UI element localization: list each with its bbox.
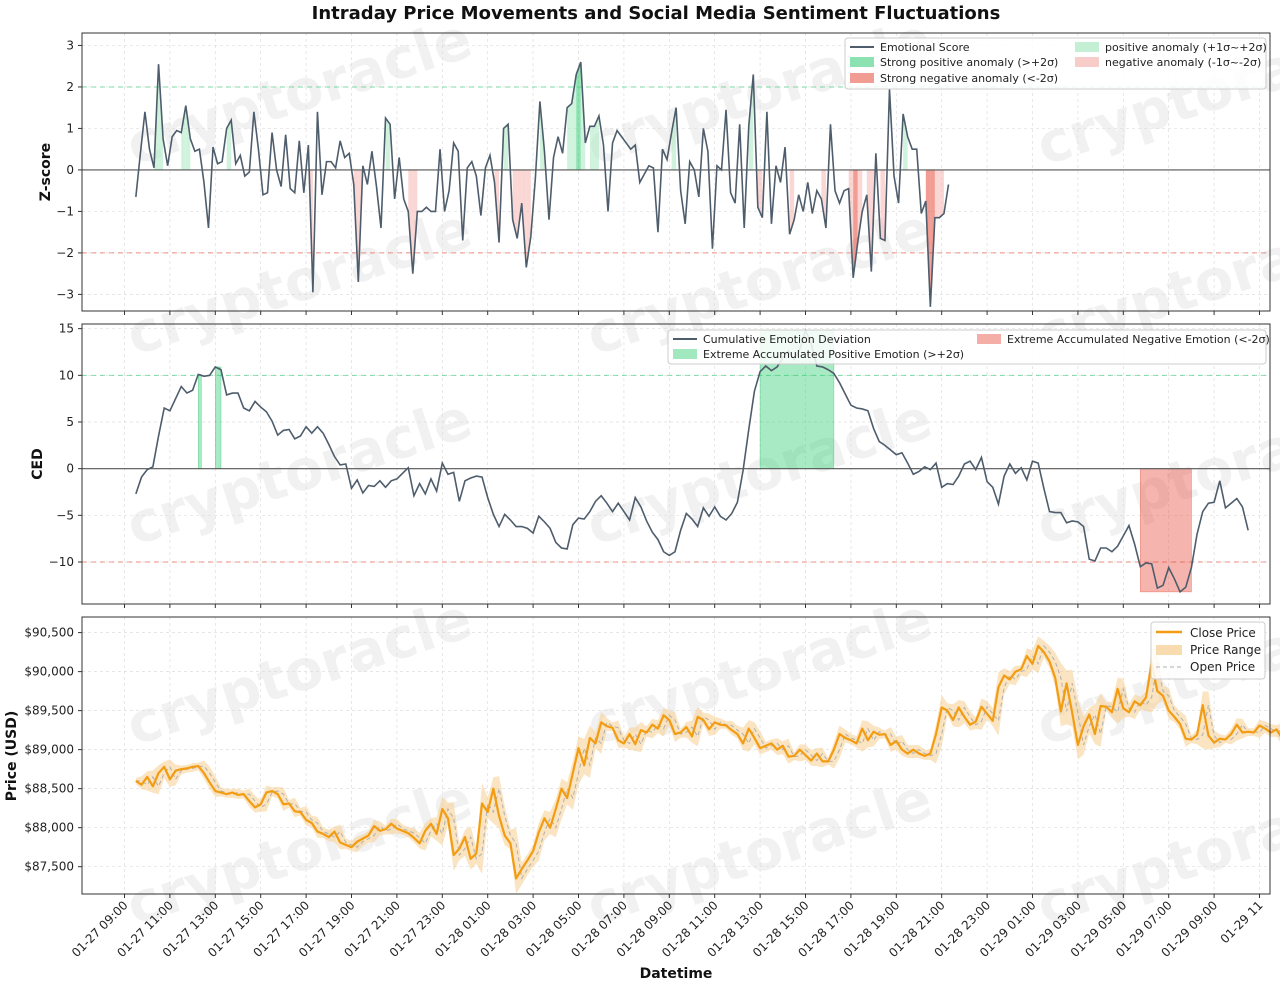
legend-open: Open Price: [1190, 660, 1255, 674]
y-tick-label: 15: [59, 322, 74, 336]
y-tick-label: −3: [56, 287, 74, 301]
legend-swatch-weak-negative: [1075, 57, 1099, 67]
ced-reference-lines: [82, 374, 1270, 563]
ced-legend: Cumulative Emotion Deviation Extreme Acc…: [667, 329, 1270, 365]
negative-anomaly: [517, 169, 522, 239]
positive-anomaly: [503, 124, 509, 170]
y-tick-label: 2: [66, 80, 74, 94]
zscore-plot-frame: [81, 32, 1271, 312]
y-tick-label: $87,500: [24, 860, 74, 874]
y-tick-label: $88,000: [24, 821, 74, 835]
y-tick-label: $88,500: [24, 782, 74, 796]
y-tick-label: $89,500: [24, 704, 74, 718]
y-tick-label: $90,000: [24, 665, 74, 679]
y-tick-label: $90,500: [24, 626, 74, 640]
ced-line: [135, 328, 1249, 594]
zscore-y-axis: −3 −2 −1 0 1 2 3: [56, 38, 82, 301]
price-plot-frame: [81, 616, 1271, 895]
y-tick-label: 3: [66, 38, 74, 52]
legend-swatch-weak-positive: [1075, 42, 1099, 52]
y-tick-label: 0: [66, 163, 74, 177]
zscore-series: [135, 61, 950, 307]
price-panel: $87,500 $88,000 $88,500 $89,000 $89,500 $90,0…: [4, 616, 1280, 895]
y-tick-label: 0: [66, 462, 74, 476]
price-range-band: [135, 636, 1280, 894]
y-tick-label: −10: [49, 555, 74, 569]
negative-anomaly: [880, 169, 885, 241]
extreme-negative-area: [1140, 468, 1192, 593]
negative-anomaly: [857, 169, 863, 243]
price-y-axis: $87,500 $88,000 $88,500 $89,000 $89,500 $90,0…: [24, 626, 82, 874]
chart-title: Intraday Price Movements and Social Medi…: [312, 3, 1001, 24]
ced-plot-frame: [81, 323, 1271, 605]
legend-strong-positive: Strong positive anomaly (>+2σ): [880, 56, 1058, 69]
positive-anomaly: [226, 120, 232, 170]
price-ylabel: Price (USD): [4, 711, 20, 802]
positive-anomaly: [181, 105, 186, 170]
legend-extreme-negative: Extreme Accumulated Negative Emotion (<-…: [1007, 333, 1270, 346]
legend-close: Close Price: [1190, 626, 1256, 640]
extreme-positive-area: [197, 374, 202, 469]
legend-weak-negative: negative anomaly (-1σ~-2σ): [1105, 56, 1261, 69]
positive-anomaly: [903, 113, 908, 170]
legend-extreme-positive: Extreme Accumulated Positive Emotion (>+…: [703, 348, 964, 361]
y-tick-label: −2: [56, 246, 74, 260]
legend-range: Price Range: [1190, 643, 1261, 657]
legend-swatch-extreme-positive: [673, 349, 697, 359]
legend-emotional-score: Emotional Score: [880, 41, 970, 54]
positive-anomaly: [748, 74, 754, 170]
positive-anomaly: [589, 126, 595, 170]
ced-series: [135, 328, 1249, 594]
negative-anomaly: [821, 169, 826, 229]
negative-anomaly: [939, 169, 944, 218]
ced-y-axis: −10 −5 0 5 10 15: [49, 322, 82, 569]
zscore-anomaly-fills: [154, 62, 944, 307]
price-range-area: [135, 636, 1280, 894]
ced-panel: −10 −5 0 5 10 15 CED Cumulative Emotion Devia…: [30, 322, 1271, 605]
legend-swatch-strong-negative: [850, 73, 874, 83]
legend-swatch-range: [1156, 645, 1182, 655]
positive-anomaly: [385, 118, 391, 170]
y-tick-label: −1: [56, 204, 74, 218]
positive-anomaly: [567, 103, 572, 170]
y-tick-label: −5: [56, 508, 74, 522]
negative-anomaly: [789, 169, 795, 235]
legend-swatch-extreme-negative: [977, 334, 1001, 344]
positive-anomaly: [594, 115, 599, 170]
ced-ylabel: CED: [30, 448, 46, 479]
price-gridlines: [82, 617, 1270, 894]
close-price-line: [135, 644, 1280, 880]
y-tick-label: 1: [66, 121, 74, 135]
emotional-score-line: [135, 61, 950, 307]
legend-swatch-strong-positive: [850, 57, 874, 67]
legend-weak-positive: positive anomaly (+1σ~+2σ): [1105, 41, 1267, 54]
negative-anomaly: [934, 169, 940, 218]
price-legend: Close Price Price Range Open Price: [1150, 621, 1266, 680]
y-tick-label: 10: [59, 368, 74, 382]
open-price-line: [135, 644, 1280, 880]
zscore-legend: Emotional Score Strong positive anomaly …: [844, 37, 1267, 90]
positive-anomaly: [671, 107, 677, 170]
y-tick-label: 5: [66, 415, 74, 429]
negative-anomaly: [757, 169, 763, 218]
zscore-panel: −3 −2 −1 0 1 2 3 Z-score Emotional Score Stron…: [38, 32, 1271, 312]
legend-ced: Cumulative Emotion Deviation: [703, 333, 871, 346]
strong-positive-anomaly: [576, 62, 581, 170]
extreme-positive-area: [215, 366, 222, 469]
x-tick-label: 01-29 11: [1218, 898, 1266, 946]
price-series: [135, 644, 1280, 880]
y-tick-label: $89,000: [24, 743, 74, 757]
ced-extreme-fills: [197, 330, 1192, 593]
zscore-ylabel: Z-score: [38, 143, 54, 201]
x-axis-label: Datetime: [640, 966, 713, 982]
positive-anomaly: [185, 105, 191, 170]
legend-strong-negative: Strong negative anomaly (<-2σ): [880, 72, 1058, 85]
